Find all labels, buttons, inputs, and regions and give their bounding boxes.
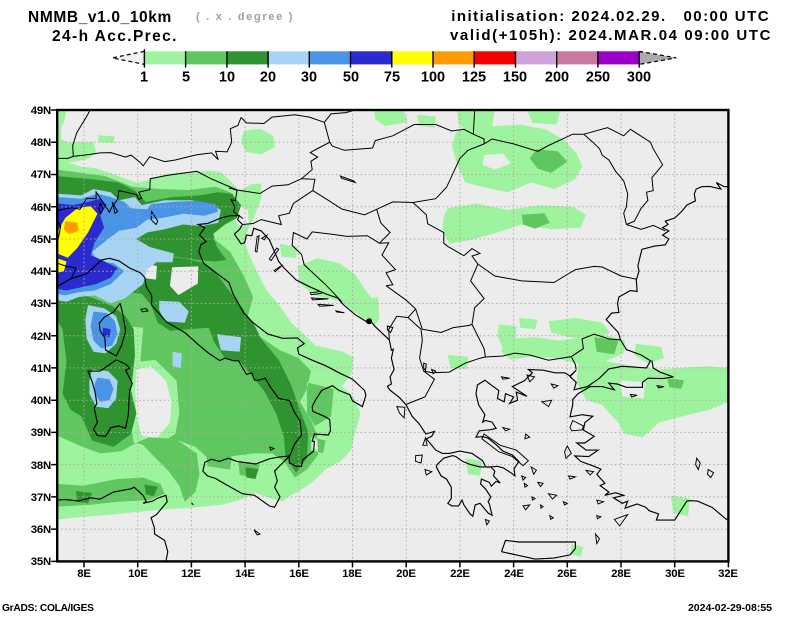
svg-text:10E: 10E xyxy=(128,568,148,580)
svg-text:49N: 49N xyxy=(31,105,51,117)
svg-text:30: 30 xyxy=(301,70,317,86)
svg-text:45N: 45N xyxy=(31,234,51,246)
svg-text:NMMB_v1.0_10km: NMMB_v1.0_10km xyxy=(28,9,172,26)
svg-text:39N: 39N xyxy=(31,427,51,439)
svg-text:46N: 46N xyxy=(31,202,51,214)
svg-text:200: 200 xyxy=(545,70,569,86)
svg-text:40N: 40N xyxy=(31,395,51,407)
svg-text:14E: 14E xyxy=(235,568,255,580)
svg-text:50: 50 xyxy=(343,70,359,86)
svg-text:48N: 48N xyxy=(31,137,51,149)
svg-text:5: 5 xyxy=(182,70,190,86)
svg-text:8E: 8E xyxy=(77,568,91,580)
svg-text:100: 100 xyxy=(421,70,445,86)
svg-text:28E: 28E xyxy=(611,568,631,580)
svg-text:32E: 32E xyxy=(718,568,738,580)
svg-text:20E: 20E xyxy=(396,568,416,580)
svg-text:initialisation: 2024.02.29.: initialisation: 2024.02.29. 00:00 UTC xyxy=(451,8,770,25)
svg-text:35N: 35N xyxy=(31,556,51,568)
svg-text:20: 20 xyxy=(260,70,276,86)
svg-text:43N: 43N xyxy=(31,298,51,310)
svg-text:44N: 44N xyxy=(31,266,51,278)
svg-text:75: 75 xyxy=(384,70,400,86)
svg-text:36N: 36N xyxy=(31,524,51,536)
svg-text:26E: 26E xyxy=(557,568,577,580)
svg-text:47N: 47N xyxy=(31,169,51,181)
svg-text:22E: 22E xyxy=(450,568,470,580)
svg-text:38N: 38N xyxy=(31,460,51,472)
svg-text:41N: 41N xyxy=(31,363,51,375)
svg-text:24-h Acc.Prec.: 24-h Acc.Prec. xyxy=(52,28,178,45)
svg-text:1: 1 xyxy=(140,70,148,86)
svg-text:10: 10 xyxy=(219,70,235,86)
svg-text:24E: 24E xyxy=(504,568,524,580)
svg-text:GrADS: COLA/IGES: GrADS: COLA/IGES xyxy=(2,603,94,614)
svg-text:12E: 12E xyxy=(181,568,201,580)
svg-text:300: 300 xyxy=(627,70,651,86)
svg-text:16E: 16E xyxy=(289,568,309,580)
svg-text:valid(+105h): 2024.MAR.04 09:0: valid(+105h): 2024.MAR.04 09:00 UTC xyxy=(450,27,772,44)
svg-text:250: 250 xyxy=(586,70,610,86)
svg-text:150: 150 xyxy=(503,70,527,86)
svg-text:30E: 30E xyxy=(665,568,685,580)
svg-text:( . x . degree ): ( . x . degree ) xyxy=(196,11,294,23)
svg-text:37N: 37N xyxy=(31,492,51,504)
svg-text:2024-02-29-08:55: 2024-02-29-08:55 xyxy=(688,602,772,614)
svg-text:18E: 18E xyxy=(342,568,362,580)
svg-text:42N: 42N xyxy=(31,331,51,343)
svg-text:125: 125 xyxy=(462,70,486,86)
